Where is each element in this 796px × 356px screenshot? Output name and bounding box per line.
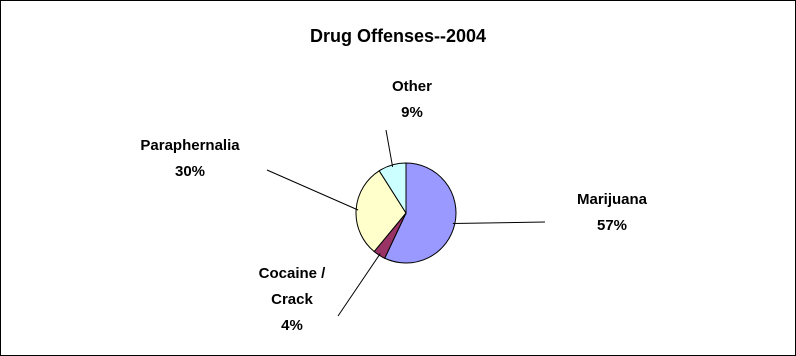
leader-line — [385, 129, 394, 167]
leader-line — [266, 169, 359, 211]
data-label: Paraphernalia 30% — [140, 137, 240, 180]
pie-slice-paraphernalia — [355, 170, 407, 253]
leader-line — [337, 253, 381, 317]
chart-title: Drug Offenses--2004 — [309, 26, 487, 46]
data-label: Other 9% — [392, 78, 432, 121]
data-label: Marijuana 57% — [577, 191, 648, 234]
data-label: Cocaine / Crack 4% — [259, 265, 327, 334]
leader-line — [452, 221, 546, 224]
